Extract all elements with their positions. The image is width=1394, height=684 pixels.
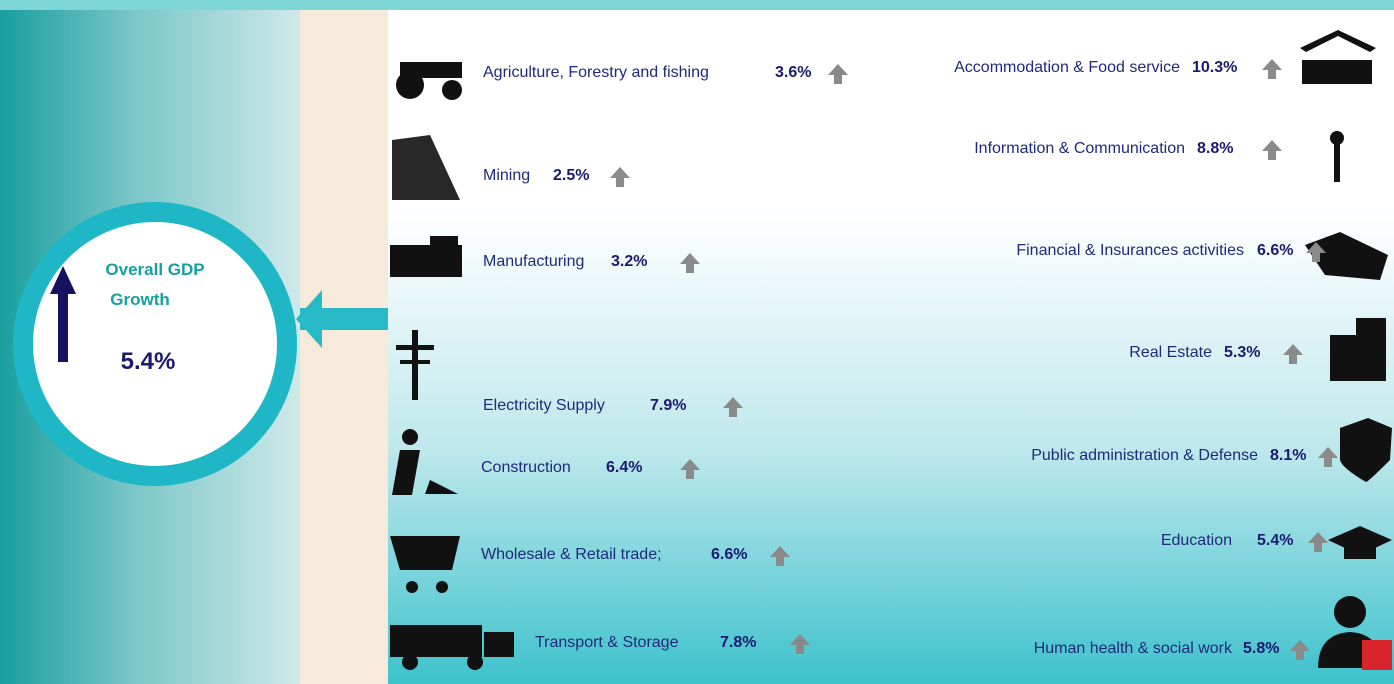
trend-arrow (1290, 640, 1310, 660)
trend-arrow (1306, 242, 1326, 262)
trend-arrow (828, 64, 848, 84)
trend-arrow (1308, 532, 1328, 552)
sector-name: Real Estate (1129, 344, 1212, 361)
sector-value: 6.4% (606, 459, 643, 476)
sector-name: Information & Communication (974, 140, 1185, 157)
sector-value: 5.8% (1243, 640, 1280, 657)
sector-value: 3.6% (775, 64, 812, 81)
gdp-label: Growth (110, 290, 170, 309)
trend-arrow (680, 459, 700, 479)
gdp-circle (13, 202, 297, 486)
sector-name: Transport & Storage (535, 634, 679, 651)
sector-name: Wholesale & Retail trade; (481, 546, 662, 563)
sector-name: Manufacturing (483, 253, 585, 270)
trend-arrow (1262, 59, 1282, 79)
up-arrow (58, 290, 68, 362)
sector-name: Human health & social work (1033, 640, 1232, 657)
sector-value: 5.4% (1257, 532, 1294, 549)
gdp-label: Overall GDP (105, 260, 205, 279)
sector-value: 6.6% (711, 546, 748, 563)
sector-name: Education (1160, 532, 1232, 549)
trend-arrows (610, 59, 1338, 660)
trend-arrow (680, 253, 700, 273)
sector-name: Public administration & Defense (1031, 447, 1258, 464)
sector-value: 2.5% (553, 167, 590, 184)
gdp-value: 5.4% (120, 348, 176, 375)
sector-value: 7.8% (720, 634, 757, 651)
sector-value: 3.2% (611, 253, 648, 270)
sector-name: Construction (481, 459, 571, 476)
trend-arrow (1262, 140, 1282, 160)
sector-value: 5.3% (1224, 344, 1261, 361)
sector-name: Mining (483, 167, 531, 184)
trend-arrow (1318, 447, 1338, 467)
icons (390, 30, 1392, 670)
sector-name: Electricity Supply (483, 397, 605, 414)
sector-value: 8.8% (1197, 140, 1234, 157)
trend-arrow (790, 634, 810, 654)
beige-column (300, 10, 388, 684)
sector-panel (388, 10, 1394, 684)
trend-arrow (723, 397, 743, 417)
sector-value: 7.9% (650, 397, 687, 414)
trend-arrow (1283, 344, 1303, 364)
up-arrow-head (50, 266, 76, 294)
sector-name: Agriculture, Forestry and fishing (483, 64, 709, 81)
trend-arrow (610, 167, 630, 187)
sector-value: 8.1% (1270, 447, 1307, 464)
trend-arrow (770, 546, 790, 566)
sector-name: Financial & Insurances activities (1016, 242, 1244, 259)
sector-name: Accommodation & Food service (954, 59, 1180, 76)
sector-value: 10.3% (1192, 59, 1238, 76)
connector-head (296, 290, 322, 348)
top-band (0, 0, 1394, 10)
sector-value: 6.6% (1257, 242, 1294, 259)
